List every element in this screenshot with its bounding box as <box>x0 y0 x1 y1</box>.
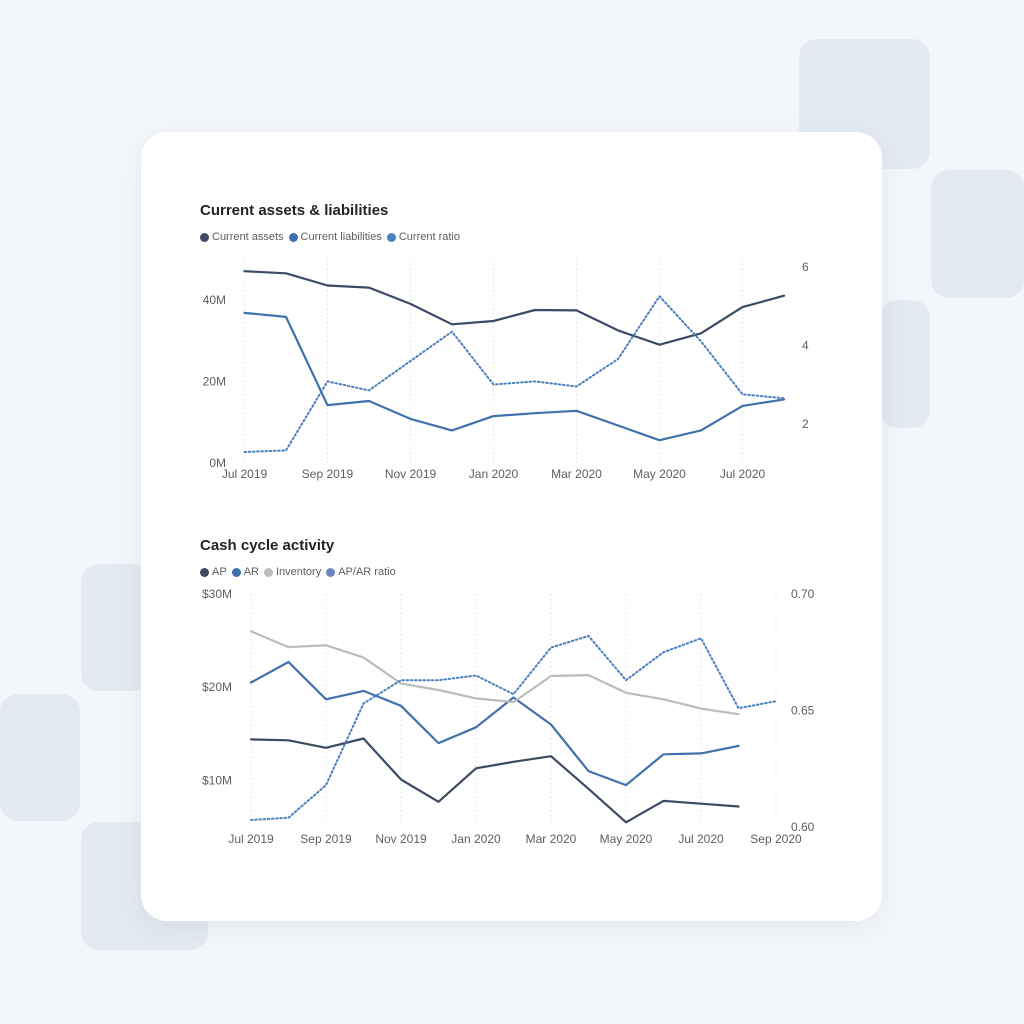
y-tick-label-left: $20M <box>202 680 232 694</box>
y-tick-label-right: 4 <box>802 338 809 352</box>
legend-label: Current ratio <box>398 231 460 243</box>
x-tick-label: Jan 2020 <box>469 467 519 481</box>
legend-label: Inventory <box>275 566 322 578</box>
x-tick-label: Mar 2020 <box>526 832 577 846</box>
y-tick-label-left: 40M <box>203 293 226 307</box>
x-tick-label: Sep 2019 <box>300 832 352 846</box>
legend-dot <box>288 232 298 242</box>
y-tick-label-left: 0M <box>209 456 226 470</box>
x-tick-label: May 2020 <box>633 467 686 481</box>
series-line-inventory[interactable] <box>249 630 740 716</box>
background-tile <box>880 300 930 428</box>
legend-item-ap-ar-ratio[interactable]: AP/AR ratio <box>326 566 396 578</box>
legend-item-current-assets[interactable]: Current assets <box>200 231 284 243</box>
chart-title-current-assets: Current assets & liabilities <box>200 202 389 219</box>
legend-current-assets: Current assets Current liabilities Curre… <box>200 231 465 243</box>
legend-label: AP/AR ratio <box>338 566 396 578</box>
legend-label: AP <box>212 566 227 578</box>
y-tick-label-left: 20M <box>203 374 226 388</box>
y-tick-label-right: 6 <box>802 260 809 274</box>
background-tile <box>0 694 80 821</box>
legend-dot <box>263 567 273 577</box>
legend-item-inventory[interactable]: Inventory <box>263 566 322 578</box>
legend-item-ap[interactable]: AP <box>200 566 227 578</box>
legend-cash-cycle: AP AR Inventory AP/AR ratio <box>200 566 401 578</box>
x-tick-label: Nov 2019 <box>375 832 427 846</box>
legend-item-ar[interactable]: AR <box>231 566 259 578</box>
legend-label: Current liabilities <box>300 231 382 243</box>
series-line-current-ratio[interactable] <box>243 295 785 453</box>
line-chart-cash-cycle[interactable]: Jul 2019 Sep 2019 Nov 2019 Jan 2020 Mar 2020… <box>141 582 882 852</box>
y-tick-label-left: $30M <box>202 587 232 601</box>
y-tick-label-right: 0.65 <box>791 704 815 718</box>
series-line-current-liabilities[interactable] <box>243 311 786 442</box>
report-card: Current assets & liabilities Current ass… <box>141 132 882 921</box>
x-tick-label: Jul 2019 <box>228 832 274 846</box>
legend-dot <box>200 232 209 242</box>
x-tick-label: Sep 2020 <box>750 832 802 846</box>
legend-item-current-liabilities[interactable]: Current liabilities <box>288 231 382 243</box>
legend-dot <box>231 567 241 577</box>
series-line-ar[interactable] <box>249 660 740 787</box>
x-tick-label: May 2020 <box>600 832 653 846</box>
series-line-current-assets[interactable] <box>243 270 786 346</box>
legend-dot <box>200 567 209 577</box>
y-tick-label-right: 0.60 <box>791 820 815 834</box>
x-tick-label: Jul 2019 <box>222 467 268 481</box>
x-tick-label: Jan 2020 <box>451 832 501 846</box>
x-tick-label: Nov 2019 <box>385 467 437 481</box>
x-tick-label: Jul 2020 <box>720 467 766 481</box>
chart-title-cash-cycle: Cash cycle activity <box>200 537 335 554</box>
y-tick-label-right: 0.70 <box>791 587 815 601</box>
x-tick-label: Mar 2020 <box>551 467 602 481</box>
x-tick-label: Jul 2020 <box>678 832 724 846</box>
line-chart-current-assets[interactable]: Jul 2019 Sep 2019 Nov 2019 Jan 2020 Mar 2020… <box>141 247 882 497</box>
x-tick-label: Sep 2019 <box>302 467 354 481</box>
y-tick-label-left: $10M <box>202 773 232 787</box>
y-tick-label-right: 2 <box>802 417 809 431</box>
legend-label: AR <box>243 566 259 578</box>
series-line-ap[interactable] <box>249 737 740 824</box>
legend-label: Current assets <box>212 231 284 243</box>
background-tile <box>931 170 1024 298</box>
legend-dot <box>326 567 336 577</box>
legend-dot <box>386 232 396 242</box>
legend-item-current-ratio[interactable]: Current ratio <box>386 231 460 243</box>
series-line-ap-ar-ratio[interactable] <box>250 634 777 821</box>
background-tile <box>81 564 151 691</box>
